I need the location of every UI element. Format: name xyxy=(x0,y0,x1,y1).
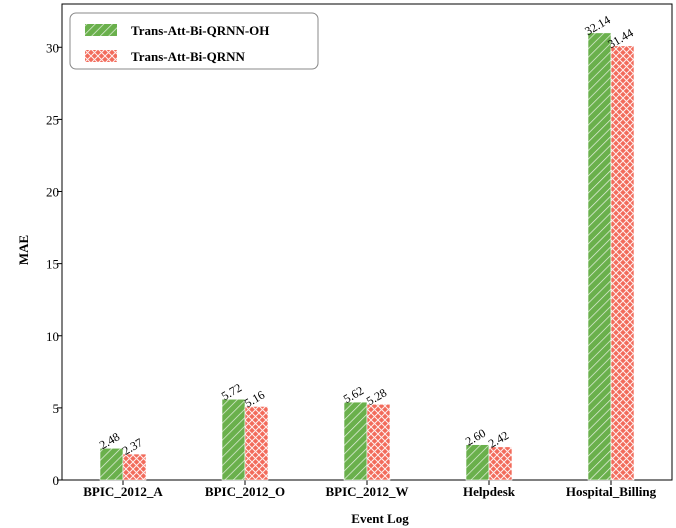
bar-base xyxy=(366,403,391,481)
bar-oh xyxy=(587,32,612,481)
y-tick-label: 5 xyxy=(53,401,60,416)
x-axis-label: Event Log xyxy=(351,511,409,526)
bar-base xyxy=(610,45,635,481)
legend-label: Trans-Att-Bi-QRNN xyxy=(131,49,245,64)
legend-label: Trans-Att-Bi-QRNN-OH xyxy=(131,23,269,38)
legend-swatch xyxy=(85,24,117,36)
bar-oh xyxy=(221,398,246,481)
bar-oh xyxy=(99,447,124,481)
x-tick-label: BPIC_2012_A xyxy=(83,484,163,499)
y-tick-label: 25 xyxy=(46,112,59,127)
bar-oh xyxy=(465,444,490,481)
bar-base xyxy=(244,406,269,481)
legend-box xyxy=(69,12,319,70)
bar-oh xyxy=(343,401,368,481)
plot-area: 051015202530BPIC_2012_A2.482.37BPIC_2012… xyxy=(46,3,673,499)
legend-swatch xyxy=(85,50,117,62)
x-tick-label: Hospital_Billing xyxy=(566,484,657,499)
bar-base xyxy=(122,453,147,481)
y-tick-label: 10 xyxy=(46,329,59,344)
y-tick-label: 20 xyxy=(46,185,59,200)
y-axis-label: MAE xyxy=(16,235,31,265)
y-tick-label: 15 xyxy=(46,257,59,272)
y-tick-label: 0 xyxy=(53,473,60,488)
x-tick-label: BPIC_2012_W xyxy=(325,484,408,499)
x-tick-label: Helpdesk xyxy=(463,484,516,499)
x-tick-label: BPIC_2012_O xyxy=(205,484,285,499)
y-tick-label: 30 xyxy=(46,40,59,55)
bar-base xyxy=(488,446,513,481)
